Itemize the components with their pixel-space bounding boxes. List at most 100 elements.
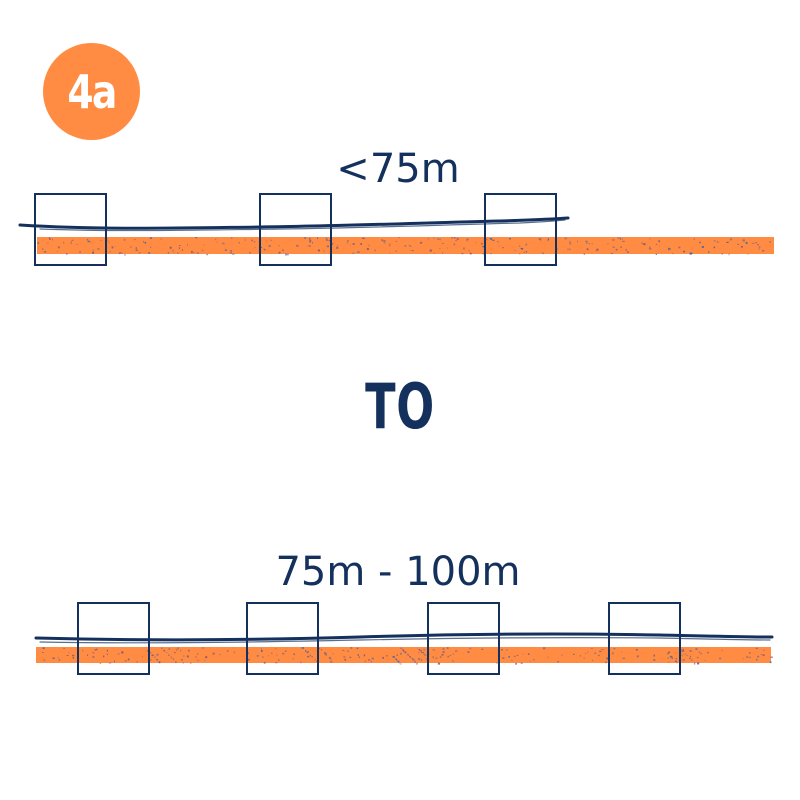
strip-speckle (360, 243, 362, 245)
strip-speckle (583, 657, 585, 659)
strip-speckle (755, 647, 758, 649)
strip-speckle (388, 245, 391, 247)
strip-speckle (87, 240, 90, 243)
strip-speckle (99, 662, 102, 664)
strip-speckle (435, 657, 438, 659)
strip-speckle (356, 647, 359, 650)
strip-speckle (170, 656, 172, 658)
strip-speckle (588, 243, 591, 245)
strip-speckle (745, 241, 748, 244)
strip-speckle (324, 652, 327, 655)
strip-speckle (490, 253, 492, 255)
top-wire-line (18, 216, 570, 230)
strip-speckle (492, 239, 495, 241)
strip-speckle (331, 242, 334, 245)
strip-speckle (708, 251, 710, 253)
strip-speckle (586, 248, 590, 251)
strip-speckle (674, 660, 677, 662)
strip-speckle (114, 660, 115, 663)
strip-speckle (689, 655, 691, 658)
strip-speckle (261, 650, 263, 652)
strip-speckle (323, 250, 325, 252)
strip-speckle (442, 648, 445, 650)
bottom-layout (34, 602, 774, 675)
top-wire-line-shadow (39, 219, 566, 232)
strip-speckle (133, 239, 136, 240)
strip-speckle (619, 237, 621, 240)
strip-speckle (58, 659, 61, 661)
strip-speckle (410, 245, 412, 247)
strip-speckle (142, 656, 144, 658)
strip-speckle (172, 249, 174, 252)
strip-speckle (721, 253, 723, 255)
strip-speckle (762, 250, 765, 252)
strip-speckle (585, 240, 588, 242)
strip-speckle (423, 649, 425, 651)
strip-speckle (383, 240, 386, 243)
strip-speckle (317, 249, 320, 252)
strip-speckle (557, 661, 560, 663)
strip-speckle (180, 649, 182, 652)
strip-speckle (480, 242, 483, 245)
strip-speckle (398, 237, 400, 238)
strip-speckle (769, 241, 771, 243)
strip-speckle (747, 253, 749, 255)
strip-speckle (419, 649, 422, 652)
strip-speckle (399, 662, 402, 665)
strip-speckle (309, 654, 311, 657)
strip-speckle (278, 251, 281, 254)
strip-speckle (659, 245, 660, 247)
strip-speckle (383, 242, 386, 244)
strip-speckle (190, 662, 192, 664)
strip-speckle (414, 661, 416, 664)
strip-speckle (481, 648, 484, 650)
strip-speckle (52, 238, 53, 241)
strip-speckle (71, 239, 74, 241)
strip-speckle (212, 652, 215, 655)
strip-speckle (689, 650, 692, 652)
strip-speckle (135, 247, 137, 249)
strip-speckle (97, 248, 100, 250)
strip-speckle (180, 658, 183, 661)
strip-speckle (186, 655, 189, 658)
strip-speckle (86, 239, 89, 241)
strip-speckle (325, 653, 327, 656)
strip-speckle (655, 253, 657, 255)
bottom-post-box (77, 602, 150, 675)
strip-speckle (42, 647, 45, 649)
strip-speckle (721, 649, 723, 652)
strip-speckle (249, 252, 251, 254)
strip-speckle (270, 239, 272, 241)
strip-speckle (57, 657, 59, 659)
strip-speckle (594, 652, 597, 654)
strip-speckle (382, 656, 384, 659)
strip-speckle (230, 250, 232, 252)
strip-speckle (92, 656, 95, 658)
strip-speckle (561, 654, 563, 656)
strip-speckle (590, 647, 594, 649)
strip-speckle (682, 649, 685, 652)
strip-speckle (219, 653, 221, 656)
strip-speckle (635, 649, 638, 651)
strip-speckle (519, 253, 521, 255)
strip-speckle (70, 243, 72, 245)
strip-speckle (201, 249, 204, 252)
strip-speckle (275, 662, 278, 664)
strip-speckle (260, 648, 263, 651)
strip-speckle (106, 239, 109, 241)
strip-speckle (498, 245, 500, 247)
strip-speckle (667, 652, 669, 654)
strip-speckle (395, 250, 397, 252)
strip-speckle (417, 647, 418, 649)
strip-speckle (111, 246, 114, 249)
strip-speckle (196, 252, 199, 254)
strip-speckle (256, 655, 259, 657)
strip-speckle (300, 661, 302, 664)
strip-speckle (404, 651, 407, 654)
strip-speckle (538, 238, 541, 240)
strip-speckle (416, 662, 418, 665)
strip-speckle (644, 243, 646, 245)
strip-speckle (514, 250, 516, 252)
strip-speckle (622, 657, 625, 659)
strip-speckle (468, 250, 470, 252)
